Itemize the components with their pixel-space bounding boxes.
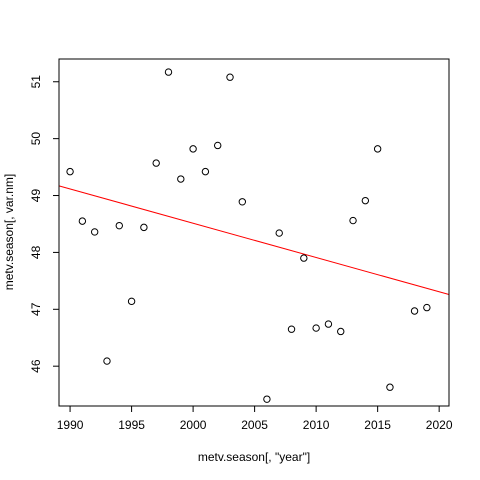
y-tick-label: 50 bbox=[29, 132, 43, 146]
data-point bbox=[275, 229, 283, 237]
data-point bbox=[386, 383, 394, 391]
data-point bbox=[300, 254, 308, 262]
data-point bbox=[152, 159, 160, 167]
y-tick-label: 47 bbox=[29, 302, 43, 316]
data-point bbox=[140, 223, 148, 232]
data-point bbox=[337, 327, 345, 336]
x-tick-label: 2015 bbox=[364, 418, 391, 432]
data-point bbox=[103, 357, 111, 365]
data-point bbox=[349, 216, 357, 225]
y-tick-label: 46 bbox=[29, 359, 43, 373]
points-group bbox=[66, 68, 431, 403]
data-point bbox=[361, 196, 370, 205]
data-point bbox=[238, 198, 247, 206]
plot-frame bbox=[58, 58, 450, 407]
x-tick-label: 2010 bbox=[303, 418, 330, 432]
x-tick-label: 2000 bbox=[180, 418, 207, 432]
x-tick-label: 1990 bbox=[57, 418, 84, 432]
x-tick-label: 2005 bbox=[241, 418, 268, 432]
data-point bbox=[127, 297, 136, 306]
data-point bbox=[423, 303, 431, 312]
data-point bbox=[177, 175, 185, 183]
x-axis-label: metv.season[, "year"] bbox=[198, 450, 310, 464]
trendline-group bbox=[58, 185, 450, 295]
data-point bbox=[226, 73, 234, 81]
data-point bbox=[263, 395, 271, 403]
data-point bbox=[164, 68, 173, 76]
data-point bbox=[373, 145, 382, 153]
y-axis-label: metv.season[, var.nm] bbox=[2, 174, 16, 291]
data-point bbox=[324, 320, 333, 328]
data-point bbox=[66, 167, 74, 176]
y-tick-label: 49 bbox=[29, 189, 43, 203]
data-point bbox=[115, 221, 123, 230]
y-tick-label: 51 bbox=[29, 75, 43, 89]
data-point bbox=[78, 217, 87, 225]
data-point bbox=[410, 307, 419, 315]
trend-line bbox=[58, 185, 450, 295]
data-point bbox=[312, 324, 320, 332]
x-axis: 1990 1995 2000 2005 2010 2015 2020 bbox=[57, 405, 453, 432]
x-tick-label: 1995 bbox=[118, 418, 145, 432]
data-point bbox=[287, 325, 296, 333]
data-point bbox=[214, 141, 222, 150]
data-point bbox=[189, 145, 197, 153]
y-tick-label: 48 bbox=[29, 245, 43, 259]
data-point bbox=[201, 167, 210, 176]
x-tick-label: 2020 bbox=[426, 418, 453, 432]
data-point bbox=[90, 228, 99, 236]
